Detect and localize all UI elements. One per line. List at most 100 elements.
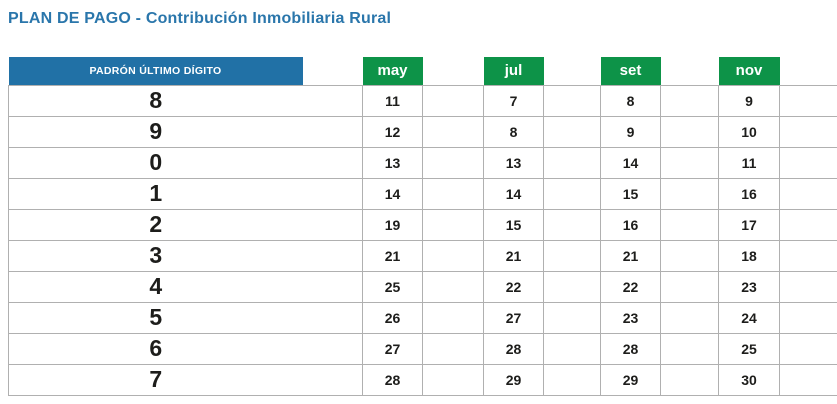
table-row: 2 19 15 16 17 [8,208,837,241]
month-header-jul: jul [483,57,544,85]
spacer-cell [302,115,363,148]
spacer-cell [302,177,363,210]
table-row: 1 14 14 15 16 [8,177,837,210]
spacer-cell [779,84,837,117]
day-cell-nov: 11 [718,146,780,179]
padron-digit-cell: 4 [8,270,303,303]
day-cell-nov: 30 [718,363,780,396]
spacer-cell [779,332,837,365]
spacer-cell [543,270,601,303]
padron-digit-cell: 8 [8,84,303,117]
table-row: 9 12 8 9 10 [8,115,837,148]
spacer-cell [302,270,363,303]
day-cell-set: 15 [600,177,661,210]
spacer-cell [660,363,719,396]
spacer-cell [779,115,837,148]
day-cell-may: 14 [362,177,423,210]
day-cell-set: 9 [600,115,661,148]
header-spacer [544,57,601,85]
day-cell-jul: 7 [483,84,544,117]
day-cell-jul: 15 [483,208,544,241]
spacer-cell [422,115,484,148]
spacer-cell [660,270,719,303]
day-cell-jul: 8 [483,115,544,148]
table-row: 3 21 21 21 18 [8,239,837,272]
day-cell-set: 21 [600,239,661,272]
padron-digit-cell: 9 [8,115,303,148]
padron-digit-cell: 5 [8,301,303,334]
day-cell-may: 25 [362,270,423,303]
day-cell-set: 16 [600,208,661,241]
spacer-cell [779,363,837,396]
spacer-cell [543,177,601,210]
spacer-cell [660,115,719,148]
spacer-cell [660,301,719,334]
day-cell-nov: 17 [718,208,780,241]
table-body: 8 11 7 8 9 9 12 8 9 10 0 13 13 14 11 1 14 14 15 16 2 19 15 16 17… [8,84,837,396]
spacer-cell [302,363,363,396]
digit-column-header: PADRÓN ÚLTIMO DÍGITO [8,57,303,85]
day-cell-nov: 10 [718,115,780,148]
header-spacer [423,57,484,85]
table-row: 6 27 28 28 25 [8,332,837,365]
day-cell-may: 19 [362,208,423,241]
spacer-cell [302,301,363,334]
table-row: 5 26 27 23 24 [8,301,837,334]
spacer-cell [543,239,601,272]
padron-digit-cell: 3 [8,239,303,272]
day-cell-set: 22 [600,270,661,303]
day-cell-jul: 28 [483,332,544,365]
day-cell-jul: 22 [483,270,544,303]
header-row: PADRÓN ÚLTIMO DÍGITO may jul set nov [8,57,837,85]
padron-digit-cell: 7 [8,363,303,396]
spacer-cell [660,208,719,241]
day-cell-jul: 29 [483,363,544,396]
day-cell-nov: 9 [718,84,780,117]
month-header-nov: nov [718,57,780,85]
spacer-cell [422,239,484,272]
spacer-cell [543,115,601,148]
spacer-cell [779,239,837,272]
day-cell-nov: 24 [718,301,780,334]
table-header: PADRÓN ÚLTIMO DÍGITO may jul set nov [8,57,837,85]
spacer-cell [422,332,484,365]
spacer-cell [302,84,363,117]
day-cell-jul: 14 [483,177,544,210]
table-row: 7 28 29 29 30 [8,363,837,396]
header-spacer [661,57,719,85]
spacer-cell [779,177,837,210]
spacer-cell [302,208,363,241]
header-spacer [780,57,837,85]
spacer-cell [779,301,837,334]
spacer-cell [660,84,719,117]
spacer-cell [422,301,484,334]
month-header-set: set [600,57,661,85]
spacer-cell [779,270,837,303]
spacer-cell [422,363,484,396]
spacer-cell [779,146,837,179]
padron-digit-cell: 6 [8,332,303,365]
day-cell-may: 11 [362,84,423,117]
padron-digit-cell: 1 [8,177,303,210]
spacer-cell [422,208,484,241]
spacer-cell [779,208,837,241]
day-cell-may: 26 [362,301,423,334]
day-cell-may: 13 [362,146,423,179]
spacer-cell [422,84,484,117]
day-cell-set: 14 [600,146,661,179]
day-cell-jul: 13 [483,146,544,179]
day-cell-may: 27 [362,332,423,365]
spacer-cell [422,177,484,210]
day-cell-may: 28 [362,363,423,396]
spacer-cell [543,208,601,241]
spacer-cell [660,177,719,210]
spacer-cell [302,332,363,365]
day-cell-set: 8 [600,84,661,117]
spacer-cell [660,332,719,365]
day-cell-set: 28 [600,332,661,365]
header-spacer [303,57,363,85]
page-title: PLAN DE PAGO - Contribución Inmobiliaria… [8,10,392,27]
day-cell-nov: 25 [718,332,780,365]
month-header-may: may [362,57,423,85]
